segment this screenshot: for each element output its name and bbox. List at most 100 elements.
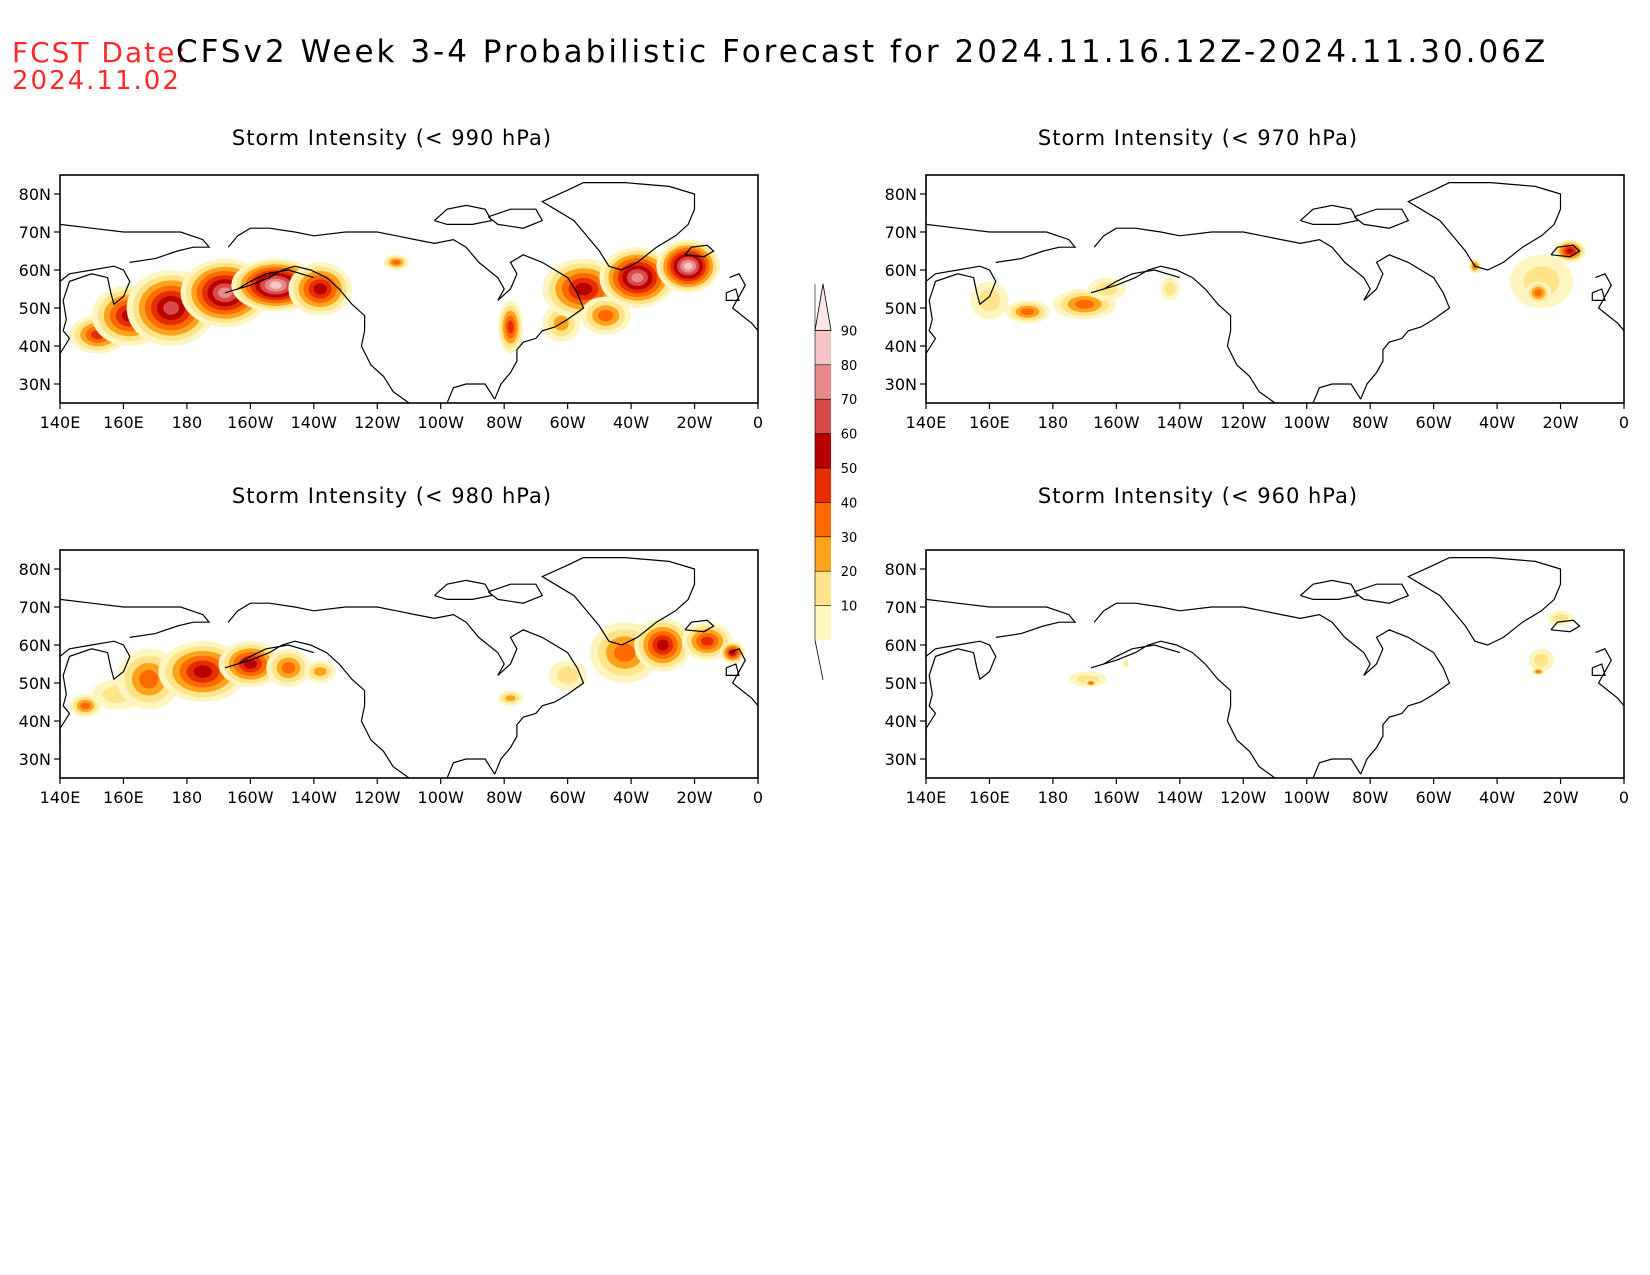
coastline xyxy=(433,204,493,225)
coastline xyxy=(926,598,1077,638)
lat-label: 50N xyxy=(885,674,917,693)
colorbar-label: 60 xyxy=(841,428,858,443)
lat-label: 60N xyxy=(19,261,51,280)
map-panel-0: 80N 70N 60N 50N 40N 30N 140E 160E 180 160W 140W 120… xyxy=(19,174,763,432)
coastline xyxy=(1299,204,1359,225)
lon-label: 80W xyxy=(1352,413,1388,432)
lon-label: 60W xyxy=(550,413,586,432)
lon-label: 140E xyxy=(40,788,81,807)
colorbar-swatch xyxy=(815,536,831,572)
coastline xyxy=(684,619,715,633)
lat-label: 30N xyxy=(885,750,917,769)
coastline xyxy=(541,182,696,271)
lon-label: 0 xyxy=(753,413,763,432)
coastline xyxy=(1262,610,1451,775)
coastline xyxy=(1090,265,1276,403)
probability-contour xyxy=(1075,299,1095,309)
panel-title-980: Storm Intensity (< 980 hPa) xyxy=(231,484,553,508)
lat-label: 40N xyxy=(885,712,917,731)
colorbar-label: 30 xyxy=(841,531,858,546)
coastline xyxy=(1090,640,1276,778)
coastline xyxy=(224,640,410,778)
lon-label: 60W xyxy=(550,788,586,807)
coastline xyxy=(396,235,585,400)
probability-contour xyxy=(683,262,693,270)
lon-label: 60W xyxy=(1416,413,1452,432)
lat-label: 50N xyxy=(19,299,51,318)
lat-label: 50N xyxy=(885,299,917,318)
panel-title-990: Storm Intensity (< 990 hPa) xyxy=(231,126,553,150)
lon-label: 100W xyxy=(418,413,465,432)
lat-label: 70N xyxy=(19,223,51,242)
colorbar-swatch xyxy=(815,605,831,640)
coastline xyxy=(1312,758,1362,778)
lon-label: 180 xyxy=(1038,788,1069,807)
colorbar: 10 20 30 40 50 60 70 80 90 xyxy=(814,283,858,681)
probability-field xyxy=(970,239,1586,324)
colorbar-edge xyxy=(814,639,824,681)
lon-label: 0 xyxy=(753,788,763,807)
probability-contour xyxy=(614,643,636,662)
coastline xyxy=(1550,619,1581,633)
probability-field xyxy=(69,239,720,354)
lon-label: 160E xyxy=(103,788,144,807)
probability-contour xyxy=(1534,653,1549,667)
map-frame xyxy=(59,174,759,404)
coastline xyxy=(1353,583,1410,604)
lat-label: 60N xyxy=(885,261,917,280)
coastline xyxy=(227,227,397,248)
lon-label: 160W xyxy=(227,788,274,807)
coastline xyxy=(725,288,740,301)
probability-contour xyxy=(163,301,179,315)
lat-label: 30N xyxy=(19,750,51,769)
coastline xyxy=(1595,273,1624,332)
lon-label: 180 xyxy=(1038,413,1069,432)
lon-label: 80W xyxy=(486,788,522,807)
probability-contour xyxy=(392,260,401,265)
lat-label: 70N xyxy=(885,598,917,617)
probability-contour xyxy=(1553,614,1568,623)
lon-label: 20W xyxy=(1542,413,1578,432)
coastline xyxy=(446,758,496,778)
lon-label: 140W xyxy=(1157,413,1204,432)
coastline xyxy=(1262,235,1451,400)
probability-contour xyxy=(193,665,212,678)
coastline xyxy=(487,208,544,229)
probability-contour xyxy=(1089,681,1093,685)
lon-label: 80W xyxy=(486,413,522,432)
probability-contour xyxy=(1164,282,1176,296)
probability-contour xyxy=(507,320,514,334)
lon-label: 0 xyxy=(1619,788,1629,807)
lon-label: 180 xyxy=(172,413,203,432)
colorbar-swatch xyxy=(815,330,831,365)
page-title: CFSv2 Week 3-4 Probabilistic Forecast fo… xyxy=(176,34,1549,70)
lon-label: 140E xyxy=(906,788,947,807)
lat-label: 50N xyxy=(19,674,51,693)
lon-label: 140W xyxy=(291,413,338,432)
lat-label: 40N xyxy=(19,337,51,356)
lon-label: 100W xyxy=(1284,788,1331,807)
lat-label: 60N xyxy=(19,636,51,655)
panel-title-960: Storm Intensity (< 960 hPa) xyxy=(1037,484,1359,508)
lon-label: 120W xyxy=(1220,788,1267,807)
lon-label: 20W xyxy=(1542,788,1578,807)
coastlines xyxy=(926,182,1624,403)
lon-label: 40W xyxy=(1479,788,1515,807)
lon-label: 0 xyxy=(1619,413,1629,432)
lon-label: 160E xyxy=(103,413,144,432)
coastlines xyxy=(60,557,758,778)
probability-contour xyxy=(656,639,669,651)
colorbar-label: 90 xyxy=(841,324,858,339)
colorbar-swatch xyxy=(815,571,831,606)
probability-contour xyxy=(1534,289,1543,297)
colorbar-label: 70 xyxy=(841,393,858,408)
coastline xyxy=(926,223,1077,263)
coastline xyxy=(396,610,585,775)
coastline xyxy=(926,640,997,740)
coastlines xyxy=(926,557,1624,778)
map-panel-2: 80N 70N 60N 50N 40N 30N 140E 160E 180 160W 140W 120… xyxy=(19,549,763,807)
colorbar-swatch xyxy=(815,399,831,434)
lon-label: 140W xyxy=(291,788,338,807)
coastline xyxy=(725,663,740,676)
